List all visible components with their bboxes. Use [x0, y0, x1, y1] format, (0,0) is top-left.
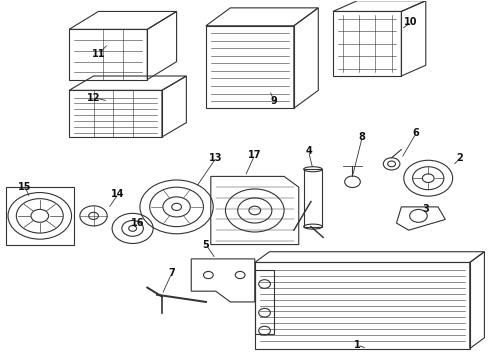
Text: 1: 1: [354, 340, 361, 350]
Text: 11: 11: [92, 49, 105, 59]
Text: 4: 4: [305, 146, 312, 156]
Text: 8: 8: [359, 132, 366, 142]
Text: 3: 3: [422, 204, 429, 214]
Text: 17: 17: [248, 150, 262, 160]
Text: 13: 13: [209, 153, 222, 163]
Text: 14: 14: [111, 189, 125, 199]
Text: 9: 9: [271, 96, 278, 106]
Text: 6: 6: [413, 129, 419, 138]
Text: 5: 5: [202, 239, 209, 249]
Bar: [255, 270, 274, 334]
Text: 2: 2: [457, 153, 464, 163]
Text: 12: 12: [87, 93, 100, 103]
Text: 16: 16: [131, 218, 144, 228]
Bar: [304, 169, 322, 226]
Text: 7: 7: [169, 268, 175, 278]
Text: 10: 10: [404, 17, 418, 27]
Text: 15: 15: [19, 182, 32, 192]
